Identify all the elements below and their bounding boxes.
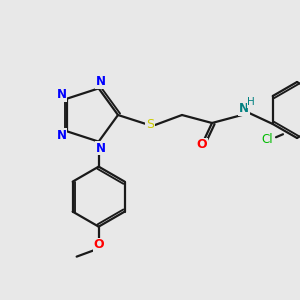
Text: N: N (96, 75, 106, 88)
Text: N: N (57, 129, 67, 142)
Text: O: O (93, 238, 104, 251)
Text: N: N (96, 142, 106, 155)
Text: O: O (197, 139, 207, 152)
Text: H: H (247, 97, 255, 107)
Text: N: N (239, 103, 249, 116)
Text: S: S (146, 118, 154, 131)
Text: N: N (57, 88, 67, 101)
Text: Cl: Cl (261, 133, 273, 146)
